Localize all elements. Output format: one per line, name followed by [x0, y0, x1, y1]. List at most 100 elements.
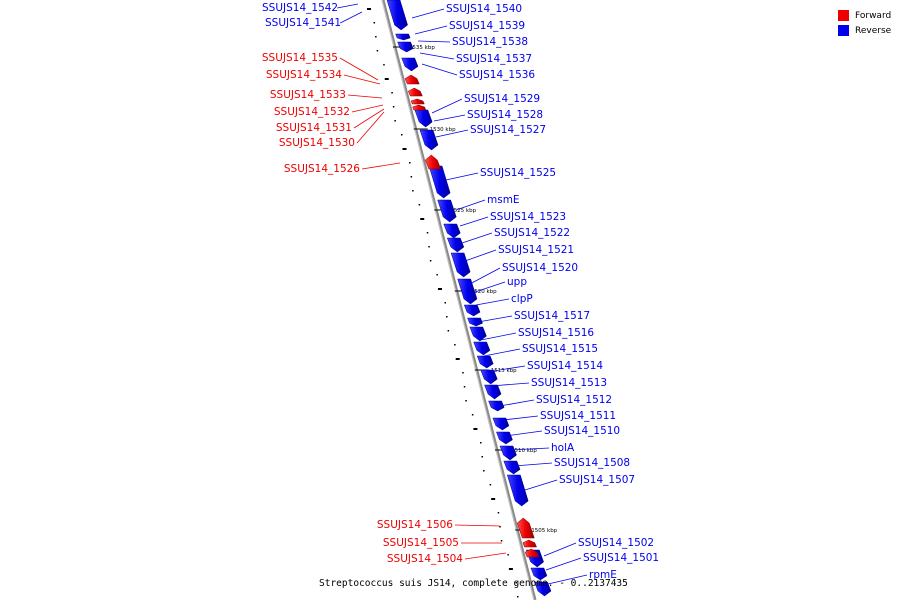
forward-gene-label: SSUJS14_1506 — [377, 519, 453, 531]
reverse-gene-label: SSUJS14_1507 — [559, 474, 635, 486]
reverse-gene-label: rpmE — [589, 569, 617, 581]
reverse-label-leader — [411, 8, 445, 19]
gene-features — [386, 0, 552, 597]
reverse-gene-label: SSUJS14_1523 — [490, 211, 566, 223]
reverse-gene-arrow — [450, 252, 471, 278]
gc-dot — [471, 414, 474, 416]
kbp-ticks: 1535 kbp 1530 kbp 1525 kbp 1520 kbp 1515 kbp… — [392, 45, 558, 534]
reverse-gene-label: SSUJS14_1521 — [498, 244, 574, 256]
gc-dot — [489, 484, 492, 486]
forward-label-leader — [339, 57, 379, 81]
reverse-label-leader — [431, 98, 463, 114]
reverse-gene-arrow — [476, 355, 494, 369]
gc-dot — [437, 288, 442, 290]
forward-gene-arrow — [524, 548, 540, 558]
reverse-label-leader — [337, 3, 359, 9]
reverse-label-leader — [455, 199, 486, 211]
gc-dot — [418, 204, 421, 206]
gc-dot — [515, 582, 517, 584]
reverse-gene-label: SSUJS14_1528 — [467, 109, 543, 121]
reverse-gene-arrow — [397, 41, 414, 53]
reverse-label-leader — [547, 574, 588, 585]
legend-reverse: Reverse — [838, 23, 891, 38]
reverse-gene-arrow — [530, 567, 548, 581]
reverse-gene-arrow — [484, 384, 502, 400]
gc-dot — [410, 176, 413, 178]
reverse-gene-label: SSUJS14_1508 — [554, 457, 630, 469]
gc-dot — [391, 92, 393, 94]
forward-gene-label: SSUJS14_1526 — [284, 163, 360, 175]
reverse-gene-label: SSUJS14_1542 — [262, 2, 338, 14]
reverse-label-leader — [435, 129, 469, 138]
kbp-tick-label: 1530 kbp — [430, 127, 456, 133]
genome-axis-highlight — [381, 0, 535, 600]
reverse-gene-label: SSUJS14_1512 — [536, 394, 612, 406]
reverse-label-leader — [486, 365, 526, 373]
reverse-gene-arrow — [492, 417, 510, 431]
reverse-gene-label: SSUJS14_1516 — [518, 327, 594, 339]
reverse-gene-label: SSUJS14_1538 — [452, 36, 528, 48]
reverse-gene-label: SSUJS14_1514 — [527, 360, 603, 372]
gc-dot — [465, 400, 467, 402]
reverse-gene-label: holA — [551, 442, 575, 454]
gc-dot — [500, 540, 503, 542]
gc-dot — [409, 162, 411, 164]
reverse-gene-arrow — [534, 581, 552, 597]
reverse-label-leader — [417, 40, 451, 43]
kbp-tick-label: 1515 kbp — [491, 368, 517, 374]
forward-label-leader — [351, 104, 384, 113]
reverse-gene-arrow — [457, 278, 478, 305]
reverse-label-leader — [467, 267, 501, 286]
gc-dot — [384, 78, 389, 80]
forward-gene-label: SSUJS14_1531 — [276, 122, 352, 134]
gc-dot — [420, 218, 425, 220]
reverse-gene-label: SSUJS14_1511 — [540, 410, 616, 422]
gc-track — [367, 8, 519, 598]
reverse-label-leader — [490, 382, 530, 387]
reverse-label-leader — [471, 281, 506, 294]
reverse-label-leader — [543, 542, 577, 557]
reverse-label-leader — [461, 232, 493, 244]
gc-dot — [412, 190, 414, 192]
reverse-gene-arrow — [443, 223, 461, 239]
forward-gene-arrow — [410, 98, 425, 105]
gc-dot — [428, 246, 430, 248]
reverse-gene-label: SSUJS14_1541 — [265, 17, 341, 29]
reverse-label-leader — [493, 399, 535, 408]
reverse-gene-label: msmE — [487, 194, 520, 206]
kbp-tick-label: 1505 kbp — [531, 528, 557, 534]
kbp-tick-label: 1520 kbp — [471, 289, 497, 295]
reverse-gene-arrow — [395, 33, 411, 41]
gc-dot — [446, 316, 448, 318]
forward-label-leader — [464, 552, 507, 560]
reverse-gene-label: SSUJS14_1513 — [531, 377, 607, 389]
reverse-label-leader — [419, 52, 455, 60]
gc-dot — [455, 358, 460, 360]
gc-dot — [373, 22, 376, 24]
reverse-gene-label: SSUJS14_1537 — [456, 53, 532, 65]
forward-gene-arrow — [424, 154, 442, 170]
reverse-label-leader — [445, 172, 479, 181]
reverse-gene-label: SSUJS14_1510 — [544, 425, 620, 437]
forward-gene-label: SSUJS14_1533 — [270, 89, 346, 101]
reverse-gene-arrow — [473, 341, 491, 356]
gc-dot — [400, 134, 403, 136]
forward-label-leader — [343, 74, 381, 85]
forward-gene-arrow — [404, 74, 420, 85]
gc-dot — [402, 148, 407, 150]
reverse-label-leader — [475, 298, 510, 306]
reverse-label-leader — [459, 216, 489, 227]
gc-dot — [491, 498, 496, 500]
reverse-gene-label: SSUJS14_1529 — [464, 93, 540, 105]
reverse-gene-label: SSUJS14_1502 — [578, 537, 654, 549]
reverse-label-leader — [502, 415, 539, 421]
legend-reverse-label: Reverse — [855, 25, 892, 36]
reverse-gene-arrow — [480, 369, 498, 385]
gc-dot — [447, 330, 450, 332]
reverse-gene-arrow — [419, 129, 439, 151]
gc-dot — [463, 386, 466, 388]
reverse-gene-arrow — [469, 326, 487, 342]
forward-gene-arrow — [412, 104, 427, 111]
reverse-label-leader — [513, 462, 553, 467]
